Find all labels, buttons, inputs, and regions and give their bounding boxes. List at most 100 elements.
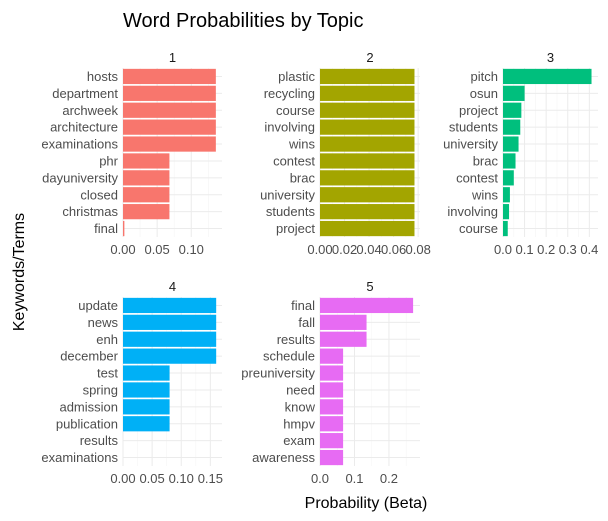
x-tick-label: 0.02 <box>332 242 357 257</box>
facet-panel-5: final fall results schedule preuniversitynee… <box>241 279 420 486</box>
bar-brac <box>503 153 516 169</box>
bar-recycling <box>320 85 415 101</box>
y-tick-label: spring <box>83 382 118 397</box>
x-axis-title: Probability (Beta) <box>305 495 428 512</box>
bar-department <box>123 85 216 101</box>
bar-wins <box>503 187 510 203</box>
x-tick-label: 0.2 <box>380 471 398 486</box>
y-tick-label: know <box>285 399 316 414</box>
y-tick-label: architecture <box>50 120 118 135</box>
y-tick-label: phr <box>99 153 118 168</box>
bar-contest <box>503 170 514 186</box>
y-tick-label: students <box>449 120 499 135</box>
y-axis-title: Keywords/Terms <box>11 213 28 331</box>
y-tick-label: university <box>260 187 315 202</box>
y-tick-label: brac <box>290 170 316 185</box>
bar-preuniversity <box>320 365 344 381</box>
y-tick-label: course <box>276 103 315 118</box>
bar-news <box>123 314 217 330</box>
y-tick-label: test <box>97 366 118 381</box>
bar-project <box>320 220 415 237</box>
bar-course <box>320 102 415 118</box>
y-tick-label: plastic <box>278 69 315 84</box>
y-tick-label: christmas <box>62 204 118 219</box>
y-tick-label: awareness <box>252 450 315 465</box>
x-tick-label: 0.06 <box>381 242 406 257</box>
y-tick-label: contest <box>273 153 315 168</box>
x-tick-label: 0.04 <box>356 242 381 257</box>
facet-strip-label: 2 <box>366 50 373 65</box>
y-tick-label: university <box>443 137 498 152</box>
bar-spring <box>123 382 170 398</box>
facet-strip-label: 3 <box>547 50 554 65</box>
bar-pitch <box>503 68 592 85</box>
bar-publication <box>123 416 170 432</box>
bar-osun <box>503 85 525 101</box>
y-tick-label: involving <box>447 204 498 219</box>
bar-exam <box>320 433 344 449</box>
bar-fall <box>320 314 367 330</box>
y-tick-label: osun <box>470 86 498 101</box>
facet-panel-1: hosts department archweek architecture exami… <box>41 50 222 257</box>
bar-phr <box>123 153 170 169</box>
y-tick-label: results <box>80 433 119 448</box>
x-tick-label: 0.05 <box>139 471 164 486</box>
bar-awareness <box>320 449 344 466</box>
bar-closed <box>123 187 170 203</box>
y-tick-label: project <box>459 103 498 118</box>
facet-strip-label: 5 <box>366 279 373 294</box>
y-tick-label: news <box>88 315 119 330</box>
bar-course <box>503 220 508 237</box>
y-tick-label: preuniversity <box>241 366 315 381</box>
bar-final <box>320 297 414 314</box>
bar-examinations <box>123 136 216 152</box>
y-tick-label: admission <box>59 399 118 414</box>
y-tick-label: publication <box>56 416 118 431</box>
y-tick-label: brac <box>473 153 499 168</box>
y-tick-label: update <box>78 298 118 313</box>
bar-contest <box>320 153 415 169</box>
x-tick-label: 0.1 <box>345 471 363 486</box>
y-tick-label: fall <box>298 315 315 330</box>
facet-panels: hostsdepartmentarchweekarchitectureexami… <box>41 50 598 486</box>
x-tick-label: 0.10 <box>169 471 194 486</box>
x-tick-label: 0.3 <box>559 242 577 257</box>
y-tick-label: project <box>276 221 315 236</box>
y-tick-label: enh <box>96 332 118 347</box>
bar-project <box>503 102 522 118</box>
y-tick-label: wins <box>471 187 499 202</box>
bar-archweek <box>123 102 216 118</box>
bar-dayuniversity <box>123 170 170 186</box>
bar-test <box>123 365 170 381</box>
bar-wins <box>320 136 415 152</box>
y-tick-label: contest <box>456 170 498 185</box>
y-tick-label: december <box>60 349 118 364</box>
bar-involving <box>320 119 415 135</box>
y-tick-label: department <box>52 86 118 101</box>
y-tick-label: closed <box>80 187 118 202</box>
bar-plastic <box>320 68 415 85</box>
x-tick-label: 0.00 <box>110 471 135 486</box>
bar-students <box>503 119 521 135</box>
y-tick-label: examinations <box>41 450 118 465</box>
y-tick-label: dayuniversity <box>42 170 118 185</box>
y-tick-label: recycling <box>264 86 315 101</box>
y-tick-label: hmpv <box>283 416 315 431</box>
y-tick-label: need <box>286 382 315 397</box>
x-tick-label: 0.00 <box>307 242 332 257</box>
bar-university <box>503 136 519 152</box>
bar-know <box>320 399 344 415</box>
x-tick-label: 0.2 <box>537 242 555 257</box>
x-tick-label: 0.05 <box>144 242 169 257</box>
x-tick-label: 0.0 <box>311 471 329 486</box>
bar-need <box>320 382 344 398</box>
bar-hmpv <box>320 416 344 432</box>
bar-final <box>123 220 125 237</box>
y-tick-label: exam <box>283 433 315 448</box>
x-tick-label: 0.15 <box>198 471 223 486</box>
y-tick-label: schedule <box>263 349 315 364</box>
bar-university <box>320 187 415 203</box>
y-tick-label: archweek <box>62 103 118 118</box>
